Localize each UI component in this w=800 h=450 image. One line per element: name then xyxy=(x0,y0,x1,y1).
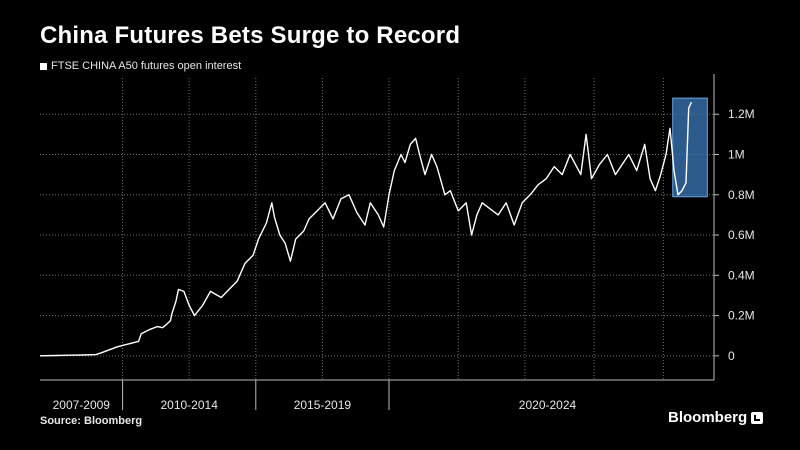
y-tick-label: 1M xyxy=(728,148,745,162)
legend: FTSE CHINA A50 futures open interest xyxy=(40,60,241,72)
y-tick-label: 1.2M xyxy=(728,107,755,121)
y-tick-label: 0 xyxy=(728,349,735,363)
highlight-region xyxy=(672,97,708,198)
y-tick-label: 0.2M xyxy=(728,309,755,323)
y-tick-label: 0.8M xyxy=(728,188,755,202)
axes: 0 0.2M 0.4M 0.6M 0.8M 1M 1.2M 2007-2009 2010-201… xyxy=(40,74,755,412)
brand-logo: Bloomberg xyxy=(668,409,764,426)
series-line xyxy=(39,101,693,357)
highlight-box xyxy=(672,97,708,198)
x-tick-label: 2015-2019 xyxy=(294,398,352,412)
brand-badge-icon xyxy=(751,411,764,424)
x-tick-label: 2007-2009 xyxy=(53,398,111,412)
legend-swatch xyxy=(40,62,47,70)
x-tick-label: 2020-2024 xyxy=(519,398,577,412)
x-tick-label: 2010-2014 xyxy=(160,398,218,412)
legend-label: FTSE CHINA A50 futures open interest xyxy=(51,60,242,72)
grid xyxy=(40,78,714,380)
chart-title: China Futures Bets Surge to Record xyxy=(40,22,461,49)
y-tick-label: 0.6M xyxy=(728,228,755,242)
brand-name: Bloomberg xyxy=(668,409,748,426)
source-note: Source: Bloomberg xyxy=(40,415,143,427)
y-tick-label: 0.4M xyxy=(728,268,755,282)
series-group xyxy=(39,101,693,357)
